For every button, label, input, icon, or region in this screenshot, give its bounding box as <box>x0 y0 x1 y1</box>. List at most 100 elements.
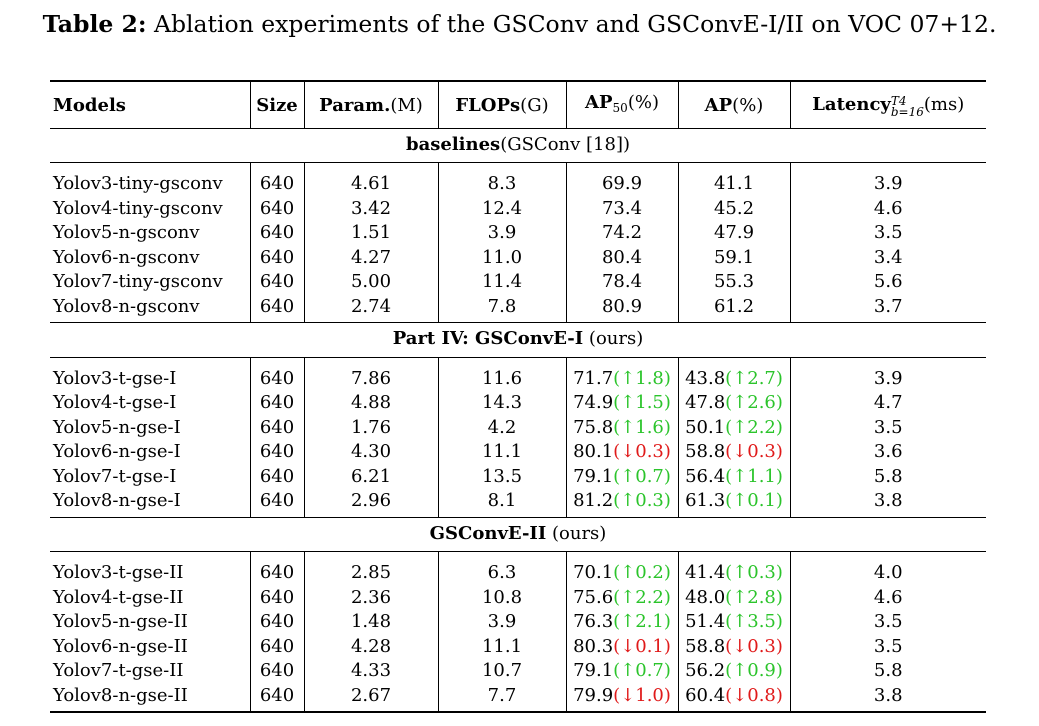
cell-latency: 5.6 <box>789 270 986 295</box>
cell-param: 2.85 <box>303 551 438 586</box>
ap50-delta: (↑0.7) <box>613 465 671 487</box>
cell-ap: 48.0(↑2.8) <box>677 585 790 610</box>
cell-ap50: 79.9(↓1.0) <box>565 683 678 713</box>
header-row: Models Size Param.(M) FLOPs(G) AP50(%) A… <box>50 80 986 128</box>
cell-ap: 47.8(↑2.6) <box>677 391 790 416</box>
table-row: Yolov6-n-gse-II 640 4.28 11.1 80.3(↓0.1) 58.8… <box>50 634 986 659</box>
cell-ap50: 74.9(↑1.5) <box>565 391 678 416</box>
cell-model: Yolov6-n-gsconv <box>53 246 200 268</box>
cell-ap50: 78.4 <box>565 270 678 295</box>
cell-size: 640 <box>249 659 304 684</box>
cell-ap: 61.2 <box>677 294 790 323</box>
cell-size: 640 <box>249 196 304 221</box>
cell-ap: 43.8(↑2.7) <box>677 356 790 391</box>
cell-model: Yolov8-n-gsconv <box>53 295 200 317</box>
cell-flops: 11.4 <box>437 270 566 295</box>
cell-latency: 4.7 <box>789 391 986 416</box>
cell-latency: 3.9 <box>789 356 986 391</box>
cell-ap50: 79.1(↑0.7) <box>565 659 678 684</box>
cell-model: Yolov7-tiny-gsconv <box>53 271 223 292</box>
cell-flops: 8.1 <box>437 489 566 517</box>
cell-size: 640 <box>249 391 304 416</box>
header-latency: Latency T4 b=16 (ms) <box>789 80 986 128</box>
cell-param: 4.88 <box>303 391 438 416</box>
table-row: Yolov5-n-gsconv 640 1.51 3.9 74.2 47.9 3.5 <box>50 221 986 246</box>
cell-ap50: 79.1(↑0.7) <box>565 464 678 489</box>
cell-latency: 3.8 <box>789 489 986 517</box>
cell-latency: 4.6 <box>789 196 986 221</box>
cell-ap50: 75.8(↑1.6) <box>565 415 678 440</box>
cell-ap: 41.1 <box>677 162 790 197</box>
cell-ap50: 73.4 <box>565 196 678 221</box>
cell-param: 4.61 <box>303 162 438 197</box>
cell-ap: 45.2 <box>677 196 790 221</box>
ap50-delta: (↑0.7) <box>613 660 671 681</box>
cell-latency: 3.7 <box>789 294 986 323</box>
cell-model: Yolov5-n-gsconv <box>53 222 200 243</box>
ap-delta: (↑0.9) <box>725 660 783 681</box>
cell-model: Yolov5-n-gse-II <box>53 611 188 632</box>
header-param: Param.(M) <box>303 80 438 128</box>
cell-param: 4.30 <box>303 440 438 465</box>
ap-delta: (↓0.3) <box>725 441 783 462</box>
cell-latency: 4.6 <box>789 585 986 610</box>
ap-delta: (↓0.3) <box>725 635 783 657</box>
cell-ap50: 80.3(↓0.1) <box>565 634 678 659</box>
ap50-delta: (↑1.5) <box>613 392 671 413</box>
ap-delta: (↑1.1) <box>725 465 783 487</box>
cell-latency: 3.4 <box>789 245 986 270</box>
cell-size: 640 <box>249 221 304 246</box>
cell-latency: 5.8 <box>789 659 986 684</box>
cell-param: 6.21 <box>303 464 438 489</box>
section-header: GSConvE-II (ours) <box>50 516 986 552</box>
cell-size: 640 <box>249 610 304 635</box>
cell-param: 3.42 <box>303 196 438 221</box>
cell-param: 1.48 <box>303 610 438 635</box>
cell-param: 2.74 <box>303 294 438 323</box>
cell-flops: 11.6 <box>437 356 566 391</box>
cell-model: Yolov5-n-gse-I <box>53 416 181 438</box>
cell-param: 2.36 <box>303 585 438 610</box>
cell-ap50: 71.7(↑1.8) <box>565 356 678 391</box>
cell-latency: 3.5 <box>789 415 986 440</box>
table-row: Yolov8-n-gse-II 640 2.67 7.7 79.9(↓1.0) 60.4(… <box>50 683 986 713</box>
cell-ap50: 80.4 <box>565 245 678 270</box>
cell-ap50: 80.1(↓0.3) <box>565 440 678 465</box>
cell-flops: 11.0 <box>437 245 566 270</box>
ap-delta: (↑2.7) <box>725 367 783 389</box>
header-ap50: AP50(%) <box>565 80 678 128</box>
cell-size: 640 <box>249 440 304 465</box>
cell-ap: 56.2(↑0.9) <box>677 659 790 684</box>
table-row: Yolov4-t-gse-II 640 2.36 10.8 75.6(↑2.2) 48.0… <box>50 585 986 610</box>
cell-size: 640 <box>249 415 304 440</box>
cell-latency: 3.5 <box>789 634 986 659</box>
ap-delta: (↑3.5) <box>725 611 783 632</box>
table-caption: Table 2: Ablation experiments of the GSC… <box>0 10 1039 38</box>
section-title: baselines(GSConv [18]) <box>50 127 986 163</box>
cell-flops: 10.7 <box>437 659 566 684</box>
cell-ap: 60.4(↓0.8) <box>677 683 790 713</box>
cell-flops: 4.2 <box>437 415 566 440</box>
cell-param: 1.51 <box>303 221 438 246</box>
cell-model: Yolov3-t-gse-I <box>50 356 250 391</box>
cell-ap50: 70.1(↑0.2) <box>565 551 678 586</box>
cell-size: 640 <box>249 464 304 489</box>
cell-model: Yolov3-t-gse-II <box>50 551 250 586</box>
table-row: Yolov6-n-gsconv 640 4.27 11.0 80.4 59.1 3.4 <box>50 245 986 270</box>
cell-latency: 4.0 <box>789 551 986 586</box>
table-row: Yolov8-n-gsconv 640 2.74 7.8 80.9 61.2 3.7 <box>50 294 986 323</box>
cell-model: Yolov8-n-gse-II <box>50 683 250 713</box>
cell-latency: 3.5 <box>789 610 986 635</box>
cell-model: Yolov6-n-gse-I <box>53 441 181 462</box>
ap50-delta: (↓0.3) <box>613 441 671 462</box>
section-title: Part IV: GSConvE-I (ours) <box>50 322 986 357</box>
cell-model: Yolov7-t-gse-II <box>53 660 184 681</box>
section-title: GSConvE-II (ours) <box>50 516 986 552</box>
cell-param: 2.67 <box>303 683 438 713</box>
table-row: Yolov5-n-gse-II 640 1.48 3.9 76.3(↑2.1) 51.4(… <box>50 610 986 635</box>
cell-latency: 3.6 <box>789 440 986 465</box>
cell-param: 2.96 <box>303 489 438 517</box>
cell-size: 640 <box>249 294 304 323</box>
ap50-delta: (↑0.3) <box>613 490 671 511</box>
cell-model: Yolov6-n-gse-II <box>53 635 188 657</box>
